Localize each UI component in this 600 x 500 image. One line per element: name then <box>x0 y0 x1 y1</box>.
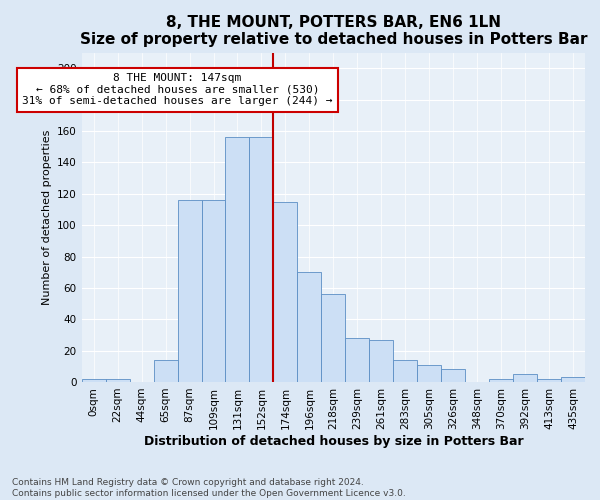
Bar <box>274 202 298 382</box>
Bar <box>106 379 130 382</box>
Bar <box>178 200 202 382</box>
Bar <box>561 378 585 382</box>
Text: Contains HM Land Registry data © Crown copyright and database right 2024.
Contai: Contains HM Land Registry data © Crown c… <box>12 478 406 498</box>
Bar <box>298 272 322 382</box>
Bar <box>489 379 513 382</box>
Bar <box>417 364 441 382</box>
X-axis label: Distribution of detached houses by size in Potters Bar: Distribution of detached houses by size … <box>143 434 523 448</box>
Y-axis label: Number of detached properties: Number of detached properties <box>41 130 52 305</box>
Bar <box>441 370 465 382</box>
Bar <box>154 360 178 382</box>
Bar <box>226 138 250 382</box>
Bar <box>82 379 106 382</box>
Bar <box>322 294 346 382</box>
Bar <box>202 200 226 382</box>
Bar <box>513 374 537 382</box>
Bar <box>393 360 417 382</box>
Bar <box>250 138 274 382</box>
Title: 8, THE MOUNT, POTTERS BAR, EN6 1LN
Size of property relative to detached houses : 8, THE MOUNT, POTTERS BAR, EN6 1LN Size … <box>80 15 587 48</box>
Bar <box>369 340 393 382</box>
Bar <box>346 338 369 382</box>
Text: 8 THE MOUNT: 147sqm
← 68% of detached houses are smaller (530)
31% of semi-detac: 8 THE MOUNT: 147sqm ← 68% of detached ho… <box>22 73 333 106</box>
Bar <box>537 379 561 382</box>
